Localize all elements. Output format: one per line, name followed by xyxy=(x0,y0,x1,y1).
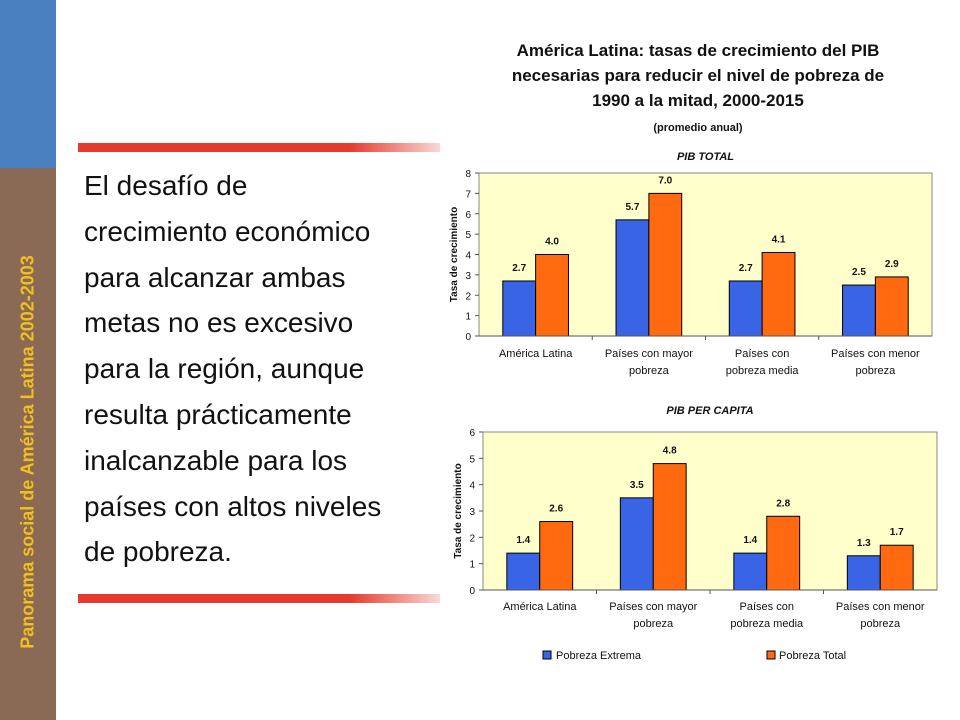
bar xyxy=(766,515,801,591)
body-line: países con altos niveles xyxy=(84,490,382,522)
bar-value-label: 1.7 xyxy=(890,527,904,538)
category-label: pobreza xyxy=(860,618,901,630)
chart-title: PIB TOTAL xyxy=(677,151,734,163)
category-label: pobreza media xyxy=(730,618,804,630)
body-line: para la región, aunque xyxy=(84,353,365,385)
bar xyxy=(535,254,569,337)
category-label: pobreza xyxy=(629,365,670,377)
bar xyxy=(879,544,914,591)
category-label: Países con mayor xyxy=(605,348,693,360)
bar xyxy=(733,552,768,591)
body-line: crecimiento económico xyxy=(84,215,371,247)
bar-value-label: 5.7 xyxy=(626,202,640,213)
y-tick-label: 0 xyxy=(465,332,471,343)
bar xyxy=(761,251,796,337)
bar xyxy=(648,192,683,337)
category-label: pobreza xyxy=(855,365,896,377)
category-label: pobreza xyxy=(633,618,674,630)
y-tick-label: 3 xyxy=(465,271,471,282)
bottom-red-rule xyxy=(78,594,440,603)
title-line: América Latina: tasas de crecimiento del… xyxy=(516,41,880,60)
bar-value-label: 2.6 xyxy=(549,504,563,515)
bar-value-label: 2.5 xyxy=(852,267,866,278)
y-tick-label: 6 xyxy=(469,428,475,439)
y-tick-label: 5 xyxy=(465,230,471,241)
category-label: pobreza media xyxy=(726,365,800,377)
sidebar-band xyxy=(0,0,56,720)
y-tick-label: 4 xyxy=(465,251,471,262)
bar xyxy=(619,497,654,591)
bar xyxy=(652,463,687,591)
body-line: para alcanzar ambas xyxy=(84,261,346,293)
y-tick-label: 2 xyxy=(465,291,471,302)
body-line: inalcanzable para los xyxy=(84,444,348,476)
y-tick-label: 2 xyxy=(469,533,475,544)
legend-swatch xyxy=(542,650,552,660)
y-tick-label: 7 xyxy=(465,189,471,200)
bar-value-label: 4.0 xyxy=(545,237,559,248)
chart-subtitle: (promedio anual) xyxy=(653,122,743,134)
bar xyxy=(842,284,876,337)
legend-label: Pobreza Extrema xyxy=(556,650,642,662)
category-label: Países con xyxy=(740,601,794,613)
body-line: metas no es excesivo xyxy=(84,307,354,339)
y-tick-label: 4 xyxy=(469,481,475,492)
y-tick-label: 5 xyxy=(469,454,475,465)
category-label: América Latina xyxy=(503,601,577,613)
category-label: Países con menor xyxy=(831,348,920,360)
y-tick-label: 1 xyxy=(465,312,471,323)
y-tick-label: 0 xyxy=(469,586,475,597)
category-label: Países con mayor xyxy=(609,601,697,613)
bar-value-label: 4.1 xyxy=(772,234,786,245)
bar-value-label: 1.3 xyxy=(857,538,871,549)
bar-value-label: 4.8 xyxy=(663,446,677,457)
bar-value-label: 2.8 xyxy=(776,498,790,509)
bar-value-label: 2.7 xyxy=(739,263,753,274)
body-line: El desafío de xyxy=(84,170,248,201)
category-label: América Latina xyxy=(499,348,573,360)
bar-value-label: 1.4 xyxy=(516,535,530,546)
bar-value-label: 2.7 xyxy=(512,263,526,274)
chart-title: PIB PER CAPITA xyxy=(666,405,753,417)
title-line: 1990 a la mitad, 2000-2015 xyxy=(592,91,804,110)
slide-body-text: El desafío de crecimiento económico para… xyxy=(84,163,434,575)
legend-label: Pobreza Total xyxy=(779,650,846,662)
legend-swatch xyxy=(766,650,776,660)
bar xyxy=(502,280,537,337)
y-tick-label: 6 xyxy=(465,210,471,221)
bar xyxy=(615,219,650,337)
bar-value-label: 3.5 xyxy=(630,480,644,491)
title-line: necesarias para reducir el nivel de pobr… xyxy=(511,66,885,85)
bar-value-label: 2.9 xyxy=(885,259,899,270)
y-tick-label: 3 xyxy=(469,507,475,518)
y-tick-label: 8 xyxy=(465,169,471,180)
y-axis-label: Tasa de crecimiento xyxy=(453,463,464,558)
category-label: Países con xyxy=(735,348,789,360)
chart-main-title: América Latina: tasas de crecimiento del… xyxy=(458,38,938,113)
y-axis-label: Tasa de crecimiento xyxy=(449,207,460,302)
top-red-rule xyxy=(78,143,440,152)
bar xyxy=(728,280,763,337)
bar xyxy=(846,555,881,591)
bar-value-label: 1.4 xyxy=(743,535,757,546)
y-tick-label: 1 xyxy=(469,560,475,571)
bar xyxy=(539,521,574,591)
body-line: resulta prácticamente xyxy=(84,398,352,430)
body-line: de pobreza. xyxy=(84,536,232,568)
category-label: Países con menor xyxy=(836,601,925,613)
bar xyxy=(874,276,909,337)
bar xyxy=(506,552,541,591)
bar-value-label: 7.0 xyxy=(658,175,672,186)
sidebar-accent-block xyxy=(0,0,56,168)
